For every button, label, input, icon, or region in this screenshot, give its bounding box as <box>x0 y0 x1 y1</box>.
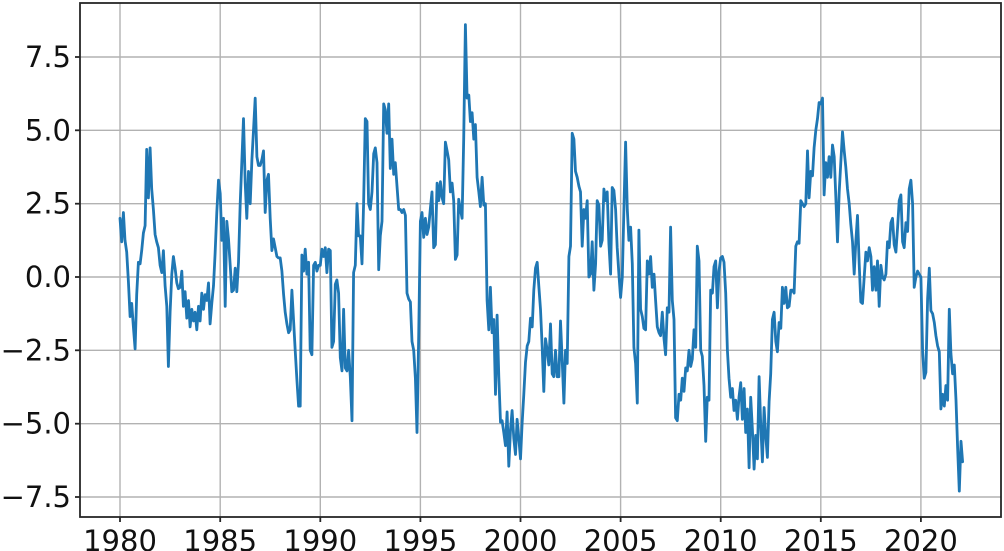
data-line-series <box>118 23 964 493</box>
y-tick-label: 5.0 <box>25 113 71 147</box>
grid-lines <box>80 3 1001 517</box>
x-tick-label: 2005 <box>584 524 658 551</box>
y-axis-tick-labels: 7.5 5.0 2.5 0.0 −2.5 −5.0 −7.5 <box>1 40 71 514</box>
y-tick-label: 7.5 <box>25 40 71 74</box>
x-tick-label: 1990 <box>283 524 357 551</box>
y-tick-label: −5.0 <box>1 407 71 441</box>
y-tick-label: 2.5 <box>25 187 71 221</box>
x-tick-label: 2000 <box>484 524 558 551</box>
x-axis-tick-labels: 1980 1985 1990 1995 2000 2005 2010 2015 2020 <box>83 524 958 551</box>
x-tick-label: 1995 <box>383 524 457 551</box>
x-tick-label: 1980 <box>83 524 157 551</box>
x-tick-label: 2015 <box>784 524 858 551</box>
x-tick-label: 2020 <box>884 524 958 551</box>
y-tick-label: −7.5 <box>1 480 71 514</box>
y-tick-label: 0.0 <box>25 260 71 294</box>
axes-frame <box>79 2 1002 518</box>
x-tick-label: 2010 <box>684 524 758 551</box>
y-tick-label: −2.5 <box>1 333 71 367</box>
x-tick-label: 1985 <box>183 524 257 551</box>
axis-tick-marks <box>75 56 922 522</box>
